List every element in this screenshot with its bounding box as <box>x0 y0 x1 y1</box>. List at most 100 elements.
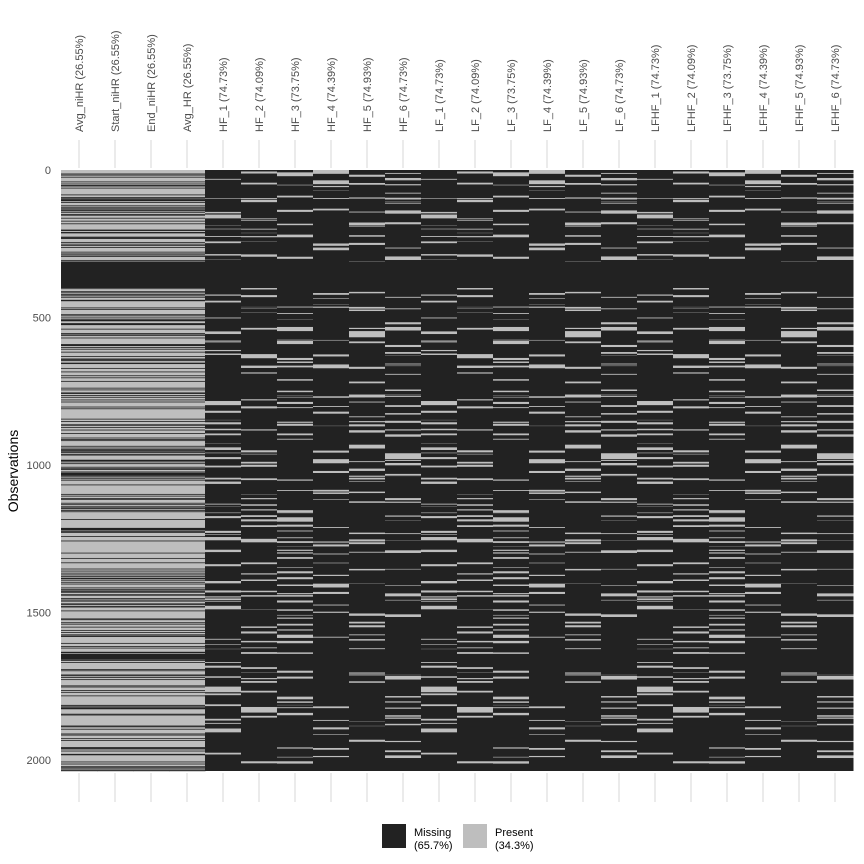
missing-cell <box>349 673 386 675</box>
missing-cell <box>349 479 386 481</box>
missing-cell <box>745 426 782 451</box>
missing-cell <box>97 691 134 693</box>
missing-cell <box>421 552 458 565</box>
missing-cell <box>709 319 746 327</box>
missing-cell <box>133 323 170 325</box>
missing-cell <box>745 198 782 209</box>
missing-cell <box>565 615 602 622</box>
missing-cell <box>385 364 422 366</box>
missing-cell <box>421 609 458 639</box>
missing-cell <box>169 194 206 196</box>
missing-cell <box>97 590 134 592</box>
missing-cell <box>205 592 242 597</box>
missing-cell <box>97 393 134 394</box>
missing-cell <box>133 199 170 201</box>
missing-cell <box>205 295 242 301</box>
missing-cell <box>637 354 674 402</box>
missing-cell <box>709 699 746 702</box>
missing-cell <box>709 653 746 671</box>
missing-cell <box>709 542 746 547</box>
missing-cell <box>637 534 674 538</box>
missing-cell <box>817 390 854 395</box>
missing-cell <box>781 615 818 622</box>
missing-cell <box>133 315 170 317</box>
missing-cell <box>61 426 98 428</box>
missing-cell <box>61 395 98 396</box>
missing-cell <box>205 639 242 645</box>
missing-cell <box>349 198 386 212</box>
missing-cell <box>97 210 134 212</box>
missing-cell <box>241 717 278 762</box>
missing-cell <box>133 360 170 362</box>
missing-cell <box>745 543 782 545</box>
missing-cell <box>97 324 134 326</box>
missing-cell <box>421 435 458 444</box>
missing-cell <box>205 170 242 179</box>
missing-cell <box>313 463 350 471</box>
missing-cell <box>565 726 602 740</box>
missing-cell <box>133 319 170 321</box>
missing-cell <box>601 201 638 203</box>
missing-cell <box>97 421 134 422</box>
missing-cell <box>133 651 170 653</box>
missing-cell <box>421 218 458 226</box>
missing-cell <box>169 557 206 559</box>
missing-cell <box>97 600 134 602</box>
missing-cell <box>457 763 494 771</box>
missing-cell <box>601 465 638 474</box>
missing-cell <box>169 767 206 769</box>
missing-cell <box>277 491 314 511</box>
missing-cell <box>745 473 782 490</box>
missing-cell <box>61 396 98 398</box>
missing-cell <box>133 691 170 693</box>
missing-cell <box>493 395 530 397</box>
missing-cell <box>529 708 566 720</box>
missing-cell <box>457 241 494 255</box>
missing-cell <box>493 362 530 366</box>
missing-cell <box>745 734 782 748</box>
missing-cell <box>457 712 494 716</box>
missing-cell <box>97 299 134 301</box>
missing-cell <box>349 726 386 740</box>
missing-cell <box>241 463 278 465</box>
missing-cell <box>133 237 170 239</box>
missing-cell <box>601 248 638 257</box>
missing-cell <box>709 331 746 340</box>
missing-cell <box>61 359 98 361</box>
missing-cell <box>61 603 98 605</box>
missing-cell <box>277 313 314 320</box>
missing-cell <box>133 636 170 637</box>
column-label: LF_6 (74.73%) <box>614 59 626 132</box>
missing-cell <box>169 670 206 672</box>
missing-cell <box>565 640 602 649</box>
missing-cell <box>277 708 314 713</box>
missing-cell <box>709 637 746 641</box>
missing-cell <box>277 643 314 653</box>
missing-cell <box>61 575 98 577</box>
missing-cell <box>97 598 134 599</box>
missing-cell <box>385 355 422 364</box>
missing-cell <box>169 291 206 293</box>
missing-cell <box>97 389 134 391</box>
missing-cell <box>61 714 98 716</box>
missing-cell <box>61 362 98 364</box>
missing-cell <box>133 734 170 736</box>
missing-cell <box>781 502 818 533</box>
missing-cell <box>169 214 206 216</box>
missing-cell <box>97 695 134 697</box>
missing-cell <box>133 328 170 330</box>
missing-cell <box>97 205 134 207</box>
missing-cell <box>529 587 566 592</box>
missing-cell <box>169 642 206 644</box>
missing-cell <box>97 733 134 735</box>
missing-cell <box>61 356 98 357</box>
missing-cell <box>169 600 206 602</box>
missing-cell <box>313 413 350 426</box>
missing-cell <box>205 243 242 255</box>
missing-cell <box>61 761 98 763</box>
missing-cell <box>565 541 602 543</box>
missing-cell <box>673 466 710 479</box>
missing-cell <box>169 213 206 215</box>
missing-cell <box>133 421 170 422</box>
missing-cell <box>457 633 494 641</box>
